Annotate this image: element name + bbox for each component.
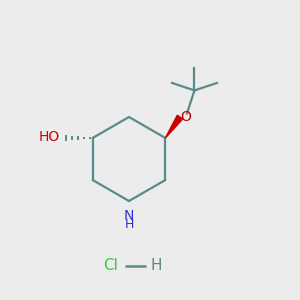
Text: HO: HO bbox=[39, 130, 60, 143]
Text: Cl: Cl bbox=[103, 258, 118, 273]
Text: H: H bbox=[124, 218, 134, 230]
Text: H: H bbox=[150, 258, 162, 273]
Text: O: O bbox=[180, 110, 191, 124]
Text: N: N bbox=[124, 208, 134, 223]
Polygon shape bbox=[165, 115, 183, 138]
